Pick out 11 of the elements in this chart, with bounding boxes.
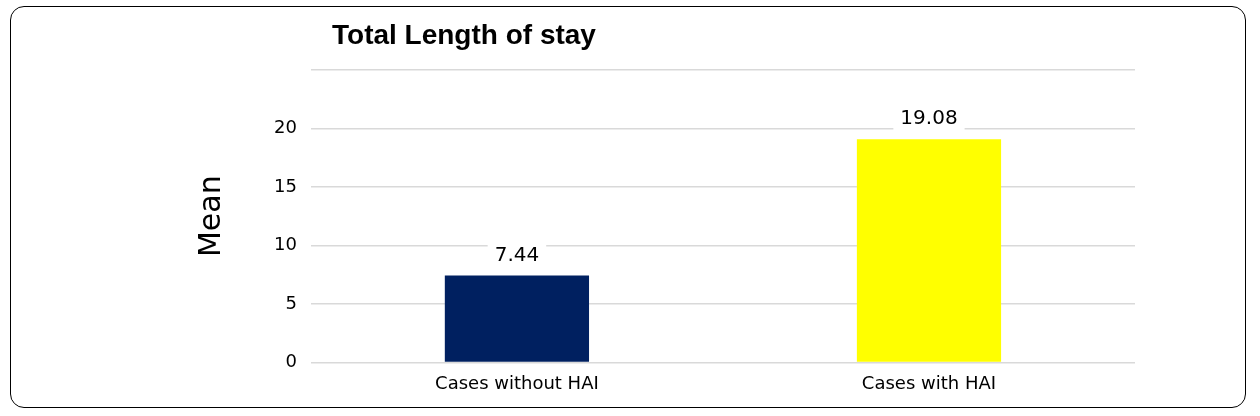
- y-tick-label: 15: [274, 174, 297, 196]
- y-tick-label: 0: [285, 350, 297, 372]
- data-label: 19.08: [900, 105, 958, 130]
- y-tick-label: 10: [274, 233, 297, 255]
- data-label: 7.44: [494, 241, 540, 266]
- y-tick-label: 5: [285, 291, 297, 313]
- x-tick-label: Cases without HAI: [435, 371, 599, 393]
- y-tick-label: 20: [274, 116, 297, 138]
- y-axis-title: Mean: [191, 175, 227, 258]
- chart-title: Total Length of stay: [332, 18, 597, 50]
- x-tick-label: Cases with HAI: [861, 371, 997, 393]
